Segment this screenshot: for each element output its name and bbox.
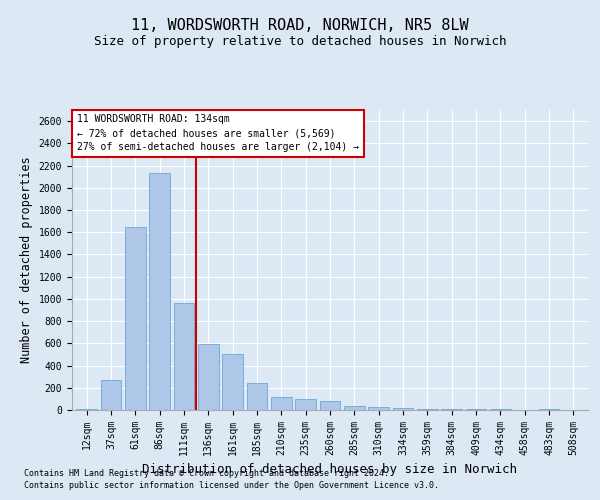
Bar bbox=[76, 409, 97, 410]
Text: Contains HM Land Registry data © Crown copyright and database right 2024.: Contains HM Land Registry data © Crown c… bbox=[24, 468, 389, 477]
Text: 11, WORDSWORTH ROAD, NORWICH, NR5 8LW: 11, WORDSWORTH ROAD, NORWICH, NR5 8LW bbox=[131, 18, 469, 32]
Bar bbox=[125, 226, 146, 410]
Bar bbox=[222, 354, 243, 410]
Text: Size of property relative to detached houses in Norwich: Size of property relative to detached ho… bbox=[94, 35, 506, 48]
Bar bbox=[320, 401, 340, 410]
Y-axis label: Number of detached properties: Number of detached properties bbox=[20, 156, 33, 364]
Bar bbox=[101, 380, 121, 410]
Bar bbox=[344, 406, 365, 410]
Text: Contains public sector information licensed under the Open Government Licence v3: Contains public sector information licen… bbox=[24, 481, 439, 490]
Bar bbox=[368, 407, 389, 410]
Bar bbox=[149, 174, 170, 410]
Bar bbox=[417, 409, 438, 410]
Bar bbox=[173, 304, 194, 410]
Bar bbox=[247, 384, 268, 410]
Text: 11 WORDSWORTH ROAD: 134sqm
← 72% of detached houses are smaller (5,569)
27% of s: 11 WORDSWORTH ROAD: 134sqm ← 72% of deta… bbox=[77, 114, 359, 152]
Bar bbox=[198, 344, 218, 410]
X-axis label: Distribution of detached houses by size in Norwich: Distribution of detached houses by size … bbox=[143, 464, 517, 476]
Bar bbox=[295, 399, 316, 410]
Bar bbox=[392, 408, 413, 410]
Bar bbox=[271, 396, 292, 410]
Bar bbox=[442, 409, 462, 410]
